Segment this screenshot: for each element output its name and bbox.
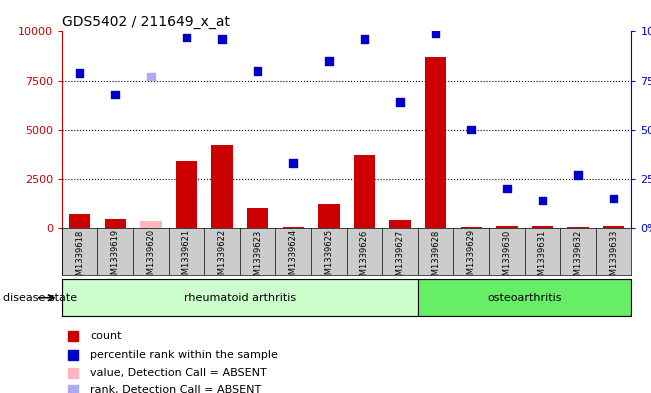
Point (288, 160, 298, 166)
Text: osteoarthritis: osteoarthritis (488, 293, 562, 303)
Text: GSM1339618: GSM1339618 (75, 230, 84, 286)
Bar (140, 221, 161, 228)
Bar (603, 226, 624, 228)
Bar (283, 227, 304, 228)
Point (609, 195, 619, 202)
Text: rheumatoid arthritis: rheumatoid arthritis (184, 293, 296, 303)
Text: GSM1339623: GSM1339623 (253, 230, 262, 286)
Point (430, 30, 441, 37)
Text: GSM1339621: GSM1339621 (182, 230, 191, 285)
Text: GSM1339627: GSM1339627 (396, 230, 404, 286)
Point (181, 34, 191, 40)
Point (110, 91, 120, 97)
Bar (62, 279, 418, 316)
Text: disease state: disease state (3, 293, 77, 303)
Text: GSM1339632: GSM1339632 (574, 230, 583, 286)
Text: GSM1339622: GSM1339622 (217, 230, 227, 285)
Bar (105, 219, 126, 228)
Text: percentile rank within the sample: percentile rank within the sample (90, 350, 278, 360)
Point (217, 36, 227, 42)
Text: GSM1339633: GSM1339633 (609, 230, 618, 286)
Bar (496, 226, 518, 228)
Text: count: count (90, 331, 122, 341)
Text: GSM1339629: GSM1339629 (467, 230, 476, 285)
Bar (318, 204, 340, 228)
Text: value, Detection Call = ABSENT: value, Detection Call = ABSENT (90, 367, 267, 378)
Bar (389, 220, 411, 228)
Bar (461, 227, 482, 228)
Point (395, 99, 406, 105)
Text: GSM1339624: GSM1339624 (289, 230, 298, 285)
Bar (425, 57, 447, 228)
Point (359, 36, 370, 42)
Point (146, 73, 156, 80)
Bar (212, 145, 233, 228)
Bar (532, 226, 553, 228)
Bar (353, 155, 375, 228)
Bar (418, 279, 631, 316)
Text: GSM1339631: GSM1339631 (538, 230, 547, 286)
Point (74, 70, 85, 76)
Text: GDS5402 / 211649_x_at: GDS5402 / 211649_x_at (62, 15, 230, 29)
Text: GSM1339620: GSM1339620 (146, 230, 156, 285)
Point (502, 185, 512, 192)
Point (537, 197, 547, 204)
Text: GSM1339628: GSM1339628 (431, 230, 440, 286)
Text: GSM1339625: GSM1339625 (324, 230, 333, 285)
Text: GSM1339626: GSM1339626 (360, 230, 369, 286)
Bar (568, 227, 589, 228)
Text: GSM1339619: GSM1339619 (111, 230, 120, 285)
Bar (176, 161, 197, 228)
Point (466, 127, 477, 133)
Point (573, 172, 583, 178)
Point (324, 58, 334, 64)
Text: GSM1339630: GSM1339630 (503, 230, 512, 286)
Point (253, 68, 263, 74)
Bar (69, 214, 90, 228)
Bar (247, 208, 268, 228)
Text: rank, Detection Call = ABSENT: rank, Detection Call = ABSENT (90, 385, 262, 393)
